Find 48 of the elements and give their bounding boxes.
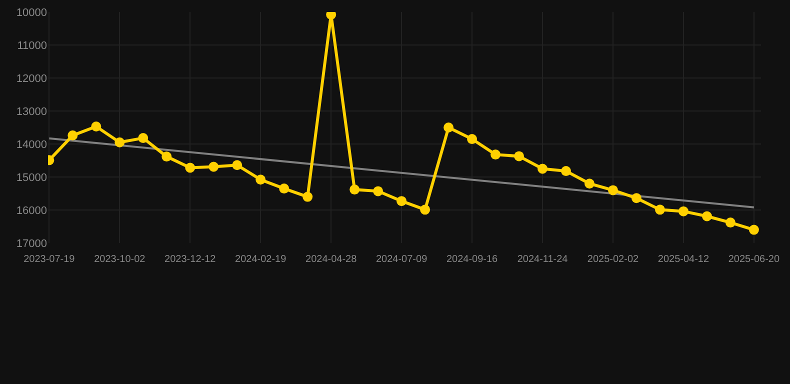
x-tick-label: 2025-04-12 <box>658 254 710 265</box>
point <box>162 152 172 162</box>
x-tick-label: 2024-11-24 <box>517 254 568 265</box>
point <box>702 211 712 222</box>
point <box>420 204 430 215</box>
point <box>631 193 642 204</box>
y-tick-label: 12000 <box>16 72 47 85</box>
point <box>232 160 242 170</box>
point <box>279 184 290 194</box>
point <box>584 178 594 189</box>
x-tick-label: 2023-10-02 <box>94 254 146 265</box>
point <box>185 162 196 173</box>
y-tick-label: 11000 <box>17 40 47 52</box>
point <box>654 204 665 215</box>
x-tick-label: 2025-06-20 <box>728 254 780 265</box>
x-tick-label: 2023-12-12 <box>164 254 216 265</box>
point <box>114 137 125 148</box>
point <box>256 174 266 185</box>
point <box>350 184 360 195</box>
point <box>396 196 407 206</box>
y-tick-label: 16000 <box>16 204 47 217</box>
point <box>538 164 548 174</box>
point <box>444 122 454 132</box>
point <box>138 133 148 144</box>
point <box>561 166 572 176</box>
point <box>725 218 736 228</box>
point <box>467 134 478 144</box>
y-tick-label: 10000 <box>16 6 47 19</box>
point <box>514 151 524 162</box>
point <box>302 192 313 202</box>
point <box>373 186 384 196</box>
point <box>678 206 688 216</box>
x-tick-label: 2024-04-28 <box>306 254 358 265</box>
y-tick-label: 15000 <box>16 172 47 184</box>
point <box>608 185 618 196</box>
point <box>68 130 78 140</box>
point <box>490 150 501 160</box>
y-tick-label: 17000 <box>16 238 47 250</box>
y-tick-label: 13000 <box>16 106 47 118</box>
y-tick-label: 14000 <box>16 138 47 151</box>
x-tick-label: 2023-07-19 <box>24 254 76 265</box>
x-tick-label: 2024-09-16 <box>446 254 498 265</box>
x-tick-label: 2024-02-19 <box>235 254 287 265</box>
x-tick-label: 2024-07-09 <box>376 254 428 265</box>
x-tick-label: 2025-02-02 <box>587 254 640 265</box>
point <box>91 122 102 132</box>
point <box>208 162 219 172</box>
point <box>748 224 759 235</box>
